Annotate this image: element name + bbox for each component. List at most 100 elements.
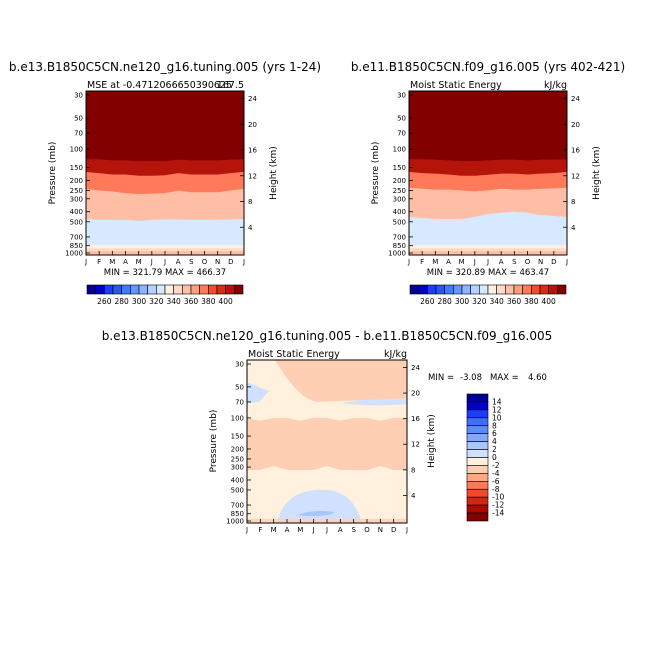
month-tick-label: M <box>432 258 438 266</box>
month-tick-label: J <box>150 258 153 266</box>
height-tick-label: 24 <box>248 95 257 103</box>
month-tick-label: A <box>499 258 504 266</box>
colorbar-swatch <box>466 409 489 419</box>
pressure-tick-label: 50 <box>397 115 406 123</box>
pressure-tick-label: 400 <box>231 476 244 484</box>
pressure-tick-label: 70 <box>74 130 83 138</box>
month-tick-label: M <box>136 258 142 266</box>
colorbar-label: 340 <box>490 297 505 306</box>
panel-2: b.e11.B1850C5CN.f09_g16.005 (yrs 402-421… <box>351 60 625 306</box>
colorbar-label: 10 <box>492 413 502 422</box>
colorbar-swatch <box>466 449 489 458</box>
panel-3-contour-fill <box>247 360 407 523</box>
colorbar-swatch <box>208 284 218 295</box>
height-tick-label: 16 <box>411 415 420 423</box>
panel-3: b.e13.B1850C5CN.ne120_g16.tuning.005 - b… <box>102 329 553 534</box>
colorbar-swatch <box>466 504 489 514</box>
panel-3-stats-max-label: MAX = <box>490 373 519 383</box>
month-tick-label: N <box>378 526 383 534</box>
colorbar-label: 280 <box>438 297 453 306</box>
colorbar-swatch <box>531 284 541 295</box>
month-tick-label: A <box>446 258 451 266</box>
colorbar-label: 400 <box>219 297 234 306</box>
month-tick-label: D <box>228 258 233 266</box>
pressure-tick-label: 250 <box>231 455 244 463</box>
colorbar-swatch <box>225 284 235 295</box>
height-tick-label: 16 <box>571 147 580 155</box>
colorbar-swatch <box>453 284 463 295</box>
colorbar-swatch <box>182 284 192 295</box>
month-tick-label: J <box>245 526 248 534</box>
colorbar-swatch <box>104 284 114 295</box>
contour-band <box>86 91 244 162</box>
month-tick-label: A <box>123 258 128 266</box>
month-tick-label: J <box>407 258 410 266</box>
panel-1-ylabel: Pressure (mb) <box>48 142 58 205</box>
pressure-tick-label: 50 <box>74 115 83 123</box>
colorbar-label: 14 <box>492 397 502 406</box>
colorbar-label: 8 <box>492 421 497 430</box>
colorbar-label: -10 <box>492 493 504 502</box>
month-tick-label: M <box>271 526 277 534</box>
diff-negative-blob <box>277 489 362 523</box>
panel-3-stats-min-label: MIN = <box>428 373 454 383</box>
colorbar-label: 360 <box>507 297 522 306</box>
pressure-tick-label: 150 <box>70 164 83 172</box>
colorbar-swatch <box>470 284 480 295</box>
colorbar-swatch <box>548 284 558 295</box>
panel-1-stats: MIN = 321.79 MAX = 466.37 <box>104 268 226 278</box>
month-tick-label: N <box>538 258 543 266</box>
diff-negative-core <box>297 510 335 517</box>
colorbar-swatch <box>418 284 428 295</box>
colorbar-swatch <box>466 488 489 498</box>
panel-1-ylabel-right: Height (km) <box>269 146 279 200</box>
colorbar-label: 280 <box>115 297 130 306</box>
colorbar-swatch <box>86 284 96 295</box>
diff-negative-sliver <box>342 399 407 406</box>
pressure-tick-label: 500 <box>231 486 244 494</box>
colorbar-swatch <box>435 284 445 295</box>
pressure-tick-label: 700 <box>231 502 244 510</box>
panel-1-colorbar: 260 280 300 320 340 360 380 400 <box>86 284 244 306</box>
month-tick-label: M <box>297 526 303 534</box>
month-tick-label: N <box>215 258 220 266</box>
pressure-tick-label: 1000 <box>226 518 244 526</box>
pressure-tick-label: 850 <box>231 510 244 518</box>
pressure-tick-label: 50 <box>235 383 244 391</box>
month-tick-label: D <box>551 258 556 266</box>
colorbar-swatch <box>466 457 489 466</box>
panel-3-ylabel: Pressure (mb) <box>209 410 219 473</box>
pressure-tick-label: 30 <box>235 361 244 369</box>
month-tick-label: O <box>525 258 531 266</box>
pressure-tick-label: 300 <box>231 464 244 472</box>
colorbar-label: -6 <box>492 477 500 486</box>
panel-2-subtitle-right: kJ/kg <box>544 80 567 91</box>
pressure-tick-label: 200 <box>393 177 406 185</box>
colorbar-swatch <box>147 284 157 295</box>
panel-2-title: b.e11.B1850C5CN.f09_g16.005 (yrs 402-421… <box>351 60 625 74</box>
colorbar-swatch <box>234 284 244 295</box>
diff-negative-notch <box>247 382 269 404</box>
height-tick-label: 24 <box>571 95 580 103</box>
month-tick-label: F <box>420 258 424 266</box>
height-tick-label: 8 <box>571 198 575 206</box>
panel-3-ylabel-right: Height (km) <box>427 414 437 468</box>
colorbar-swatch <box>121 284 131 295</box>
month-tick-label: O <box>364 526 370 534</box>
month-tick-label: M <box>459 258 465 266</box>
month-tick-label: J <box>242 258 245 266</box>
height-tick-label: 12 <box>411 441 420 449</box>
pressure-tick-label: 700 <box>393 233 406 241</box>
month-tick-label: S <box>512 258 517 266</box>
month-tick-label: S <box>189 258 194 266</box>
panel-1-title: b.e13.B1850C5CN.ne120_g16.tuning.005 (yr… <box>9 60 321 74</box>
height-tick-label: 20 <box>411 390 420 398</box>
height-tick-label: 4 <box>248 224 253 232</box>
height-tick-label: 16 <box>248 147 257 155</box>
colorbar-label: 340 <box>167 297 182 306</box>
colorbar-label: 6 <box>492 429 497 438</box>
